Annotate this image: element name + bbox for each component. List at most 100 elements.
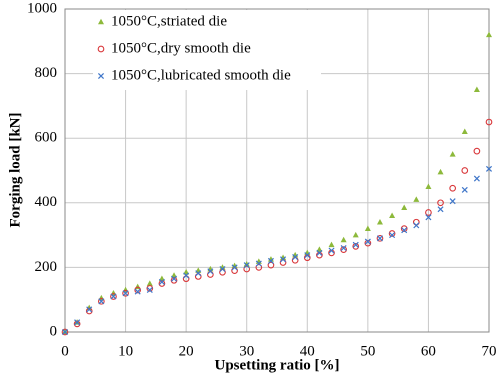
x-tick-label: 0: [61, 343, 69, 359]
marker: [376, 218, 383, 225]
marker: [243, 265, 251, 273]
marker: [280, 256, 287, 263]
marker: [473, 175, 480, 182]
marker: [316, 249, 323, 256]
marker: [486, 31, 492, 38]
marker: [413, 196, 420, 202]
y-tick-label: 200: [35, 259, 58, 275]
marker: [110, 293, 117, 300]
marker: [340, 244, 347, 252]
marker: [304, 252, 311, 259]
x-tick-label: 20: [179, 343, 194, 359]
marker: [86, 306, 93, 313]
series: [61, 118, 493, 336]
marker: [364, 225, 371, 231]
marker: [340, 246, 347, 253]
marker: [413, 222, 420, 229]
marker: [146, 280, 153, 286]
marker: [461, 186, 468, 193]
y-tick-label: 0: [50, 323, 58, 339]
x-axis-title: Upsetting ratio [%]: [215, 357, 340, 373]
marker: [461, 128, 468, 135]
marker: [195, 270, 202, 277]
y-tick-label: 600: [35, 130, 58, 146]
marker: [146, 286, 153, 294]
marker: [292, 254, 299, 261]
marker: [328, 241, 335, 248]
marker: [74, 319, 81, 326]
marker: [449, 198, 456, 205]
legend-label: 1050°C,dry smooth die: [111, 40, 251, 56]
marker: [388, 230, 396, 237]
marker: [134, 288, 141, 295]
marker: [340, 236, 347, 243]
marker: [364, 238, 371, 245]
marker: [73, 320, 81, 328]
x-tick-label: 50: [360, 343, 375, 359]
marker: [219, 265, 226, 273]
legend: 1050°C,striated die 1050°C,dry smooth die…: [93, 10, 321, 90]
marker: [485, 165, 493, 172]
marker: [328, 247, 335, 254]
plot-border: [64, 8, 490, 333]
marker: [376, 234, 384, 242]
y-axis-title: Forging load [kN]: [7, 112, 23, 227]
marker: [425, 209, 432, 216]
marker: [449, 184, 457, 192]
marker: [61, 328, 69, 336]
marker: [437, 168, 444, 175]
marker: [401, 204, 408, 210]
marker: [437, 206, 444, 213]
marker: [183, 272, 190, 279]
marker: [158, 278, 165, 285]
marker: [352, 241, 359, 248]
marker: [134, 286, 142, 294]
marker: [352, 243, 360, 250]
marker: [98, 298, 105, 305]
legend-marker: [97, 45, 105, 53]
marker: [364, 239, 372, 247]
marker: [255, 264, 263, 271]
marker: [171, 275, 178, 282]
marker: [267, 261, 275, 269]
marker: [158, 280, 166, 287]
marker: [449, 151, 456, 157]
marker: [207, 268, 214, 275]
y-tick-label: 400: [35, 194, 58, 210]
legend-box: [93, 10, 321, 90]
marker: [231, 264, 238, 271]
marker: [425, 183, 432, 189]
x-tick-label: 40: [300, 343, 315, 359]
marker: [473, 86, 480, 93]
marker: [146, 285, 154, 292]
x-tick-label: 30: [239, 343, 254, 359]
marker: [437, 199, 444, 207]
marker: [97, 297, 105, 305]
marker: [110, 293, 117, 300]
marker: [267, 257, 274, 264]
x-tick-label: 70: [482, 343, 497, 359]
legend-marker: [97, 72, 105, 80]
marker: [389, 232, 396, 239]
y-tick-label: 1000: [27, 0, 57, 16]
marker: [401, 227, 408, 234]
y-tick-label: 800: [35, 65, 58, 81]
marker: [122, 290, 129, 297]
marker: [425, 214, 432, 221]
marker: [195, 267, 202, 273]
marker: [352, 231, 359, 238]
legend-label: 1050°C,lubricated smooth die: [111, 67, 291, 83]
marker: [389, 212, 396, 219]
marker: [243, 260, 250, 267]
marker: [485, 118, 493, 126]
marker: [376, 235, 383, 242]
marker: [255, 260, 262, 267]
marker: [400, 225, 408, 232]
marker: [461, 167, 469, 174]
marker: [473, 147, 481, 155]
x-tick-label: 60: [421, 343, 436, 359]
legend-marker: [98, 18, 104, 25]
marker: [170, 276, 178, 284]
marker: [61, 328, 69, 336]
